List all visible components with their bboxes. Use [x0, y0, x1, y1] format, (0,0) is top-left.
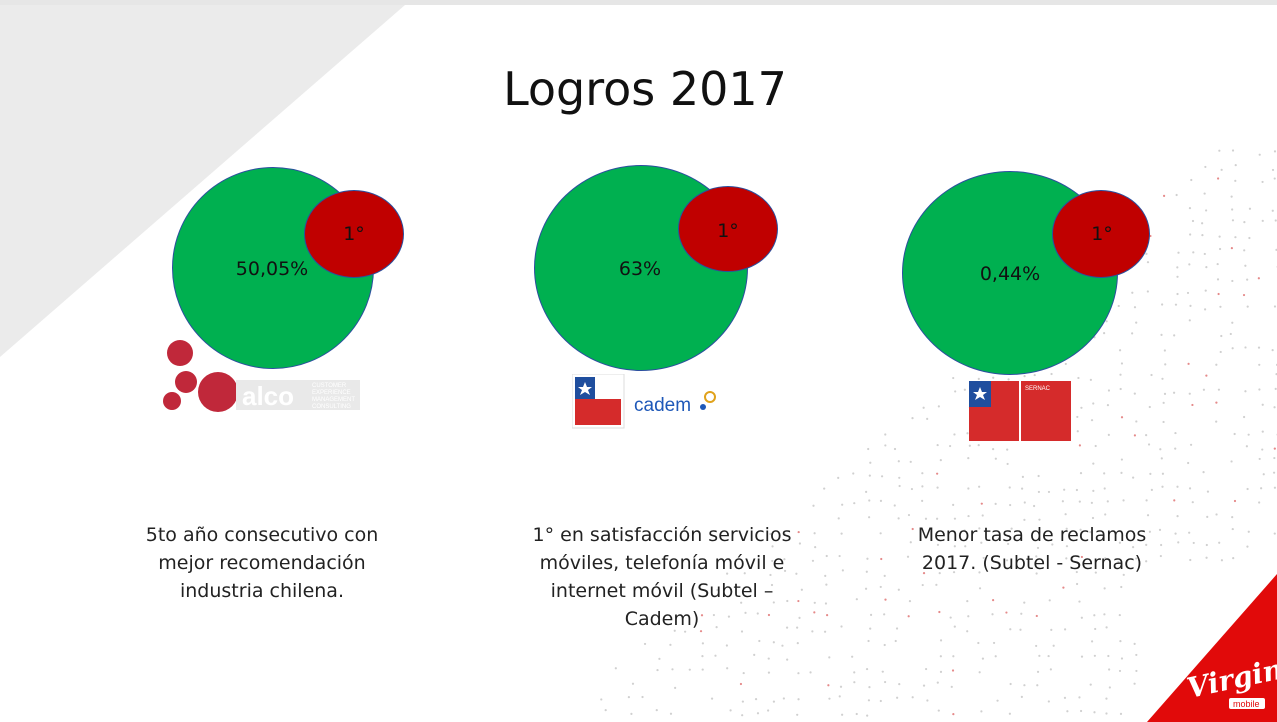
- svg-text:mobile: mobile: [1233, 699, 1260, 709]
- svg-text:CUSTOMER: CUSTOMER: [312, 383, 347, 389]
- rank-badge-2: [678, 186, 778, 272]
- svg-text:SERNAC: SERNAC: [1025, 386, 1051, 392]
- sernac-logo: SERNAC: [969, 381, 1071, 441]
- rank-badge-3: [1052, 190, 1150, 278]
- achievement-description-2: 1° en satisfacción servicios móviles, te…: [532, 524, 792, 630]
- svg-text:cadem: cadem: [634, 395, 691, 416]
- rank-label-2: 1°: [717, 220, 739, 242]
- metric-value-3: 0,44%: [979, 263, 1041, 285]
- svg-text:MANAGEMENT: MANAGEMENT: [312, 397, 355, 403]
- achievement-description-3: Menor tasa de reclamos 2017. (Subtel - S…: [917, 524, 1147, 574]
- rank-label-3: 1°: [1091, 223, 1113, 245]
- alco-logo: alco CUSTOMER EXPERIENCE MANAGEMENT CONS…: [163, 340, 360, 412]
- metric-value-2: 63%: [618, 258, 662, 280]
- achievement-description-1: 5to año consecutivo con mejor recomendac…: [145, 524, 379, 602]
- cadem-logo: cadem: [572, 374, 716, 429]
- page-title: Logros 2017: [503, 62, 787, 116]
- svg-text:EXPERIENCE: EXPERIENCE: [312, 390, 351, 396]
- svg-text:CONSULTING: CONSULTING: [312, 404, 351, 410]
- virgin-mobile-logo: Virgin mobile: [1147, 574, 1277, 722]
- metric-value-1: 50,05%: [235, 258, 309, 280]
- svg-text:alco: alco: [242, 381, 294, 411]
- rank-badge-1: [304, 190, 404, 278]
- rank-label-1: 1°: [343, 223, 365, 245]
- background-gray-shape: [0, 5, 405, 357]
- top-bar: [0, 0, 1277, 5]
